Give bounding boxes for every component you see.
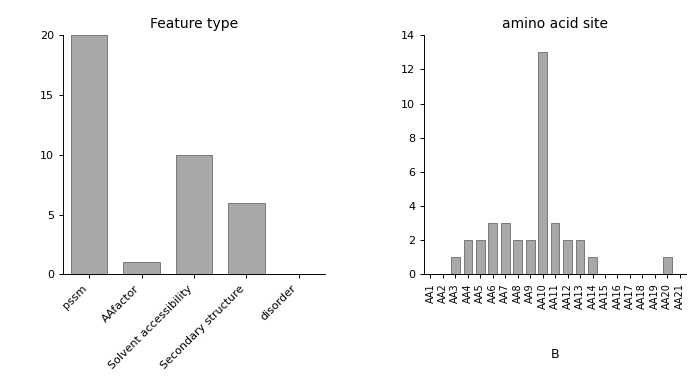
Bar (538, 53, 547, 274)
Bar (575, 240, 584, 274)
Bar (663, 257, 672, 274)
Bar (476, 240, 484, 274)
Bar (588, 257, 597, 274)
Bar (501, 223, 510, 274)
Bar (564, 240, 572, 274)
Bar (176, 155, 212, 274)
Bar (489, 223, 497, 274)
Bar (551, 223, 559, 274)
X-axis label: B: B (551, 348, 559, 361)
Title: amino acid site: amino acid site (502, 17, 608, 31)
Bar (71, 35, 108, 274)
Bar (463, 240, 473, 274)
Bar (513, 240, 522, 274)
Bar (228, 203, 265, 274)
Bar (123, 263, 160, 274)
Title: Feature type: Feature type (150, 17, 238, 31)
Bar (451, 257, 460, 274)
Bar (526, 240, 535, 274)
